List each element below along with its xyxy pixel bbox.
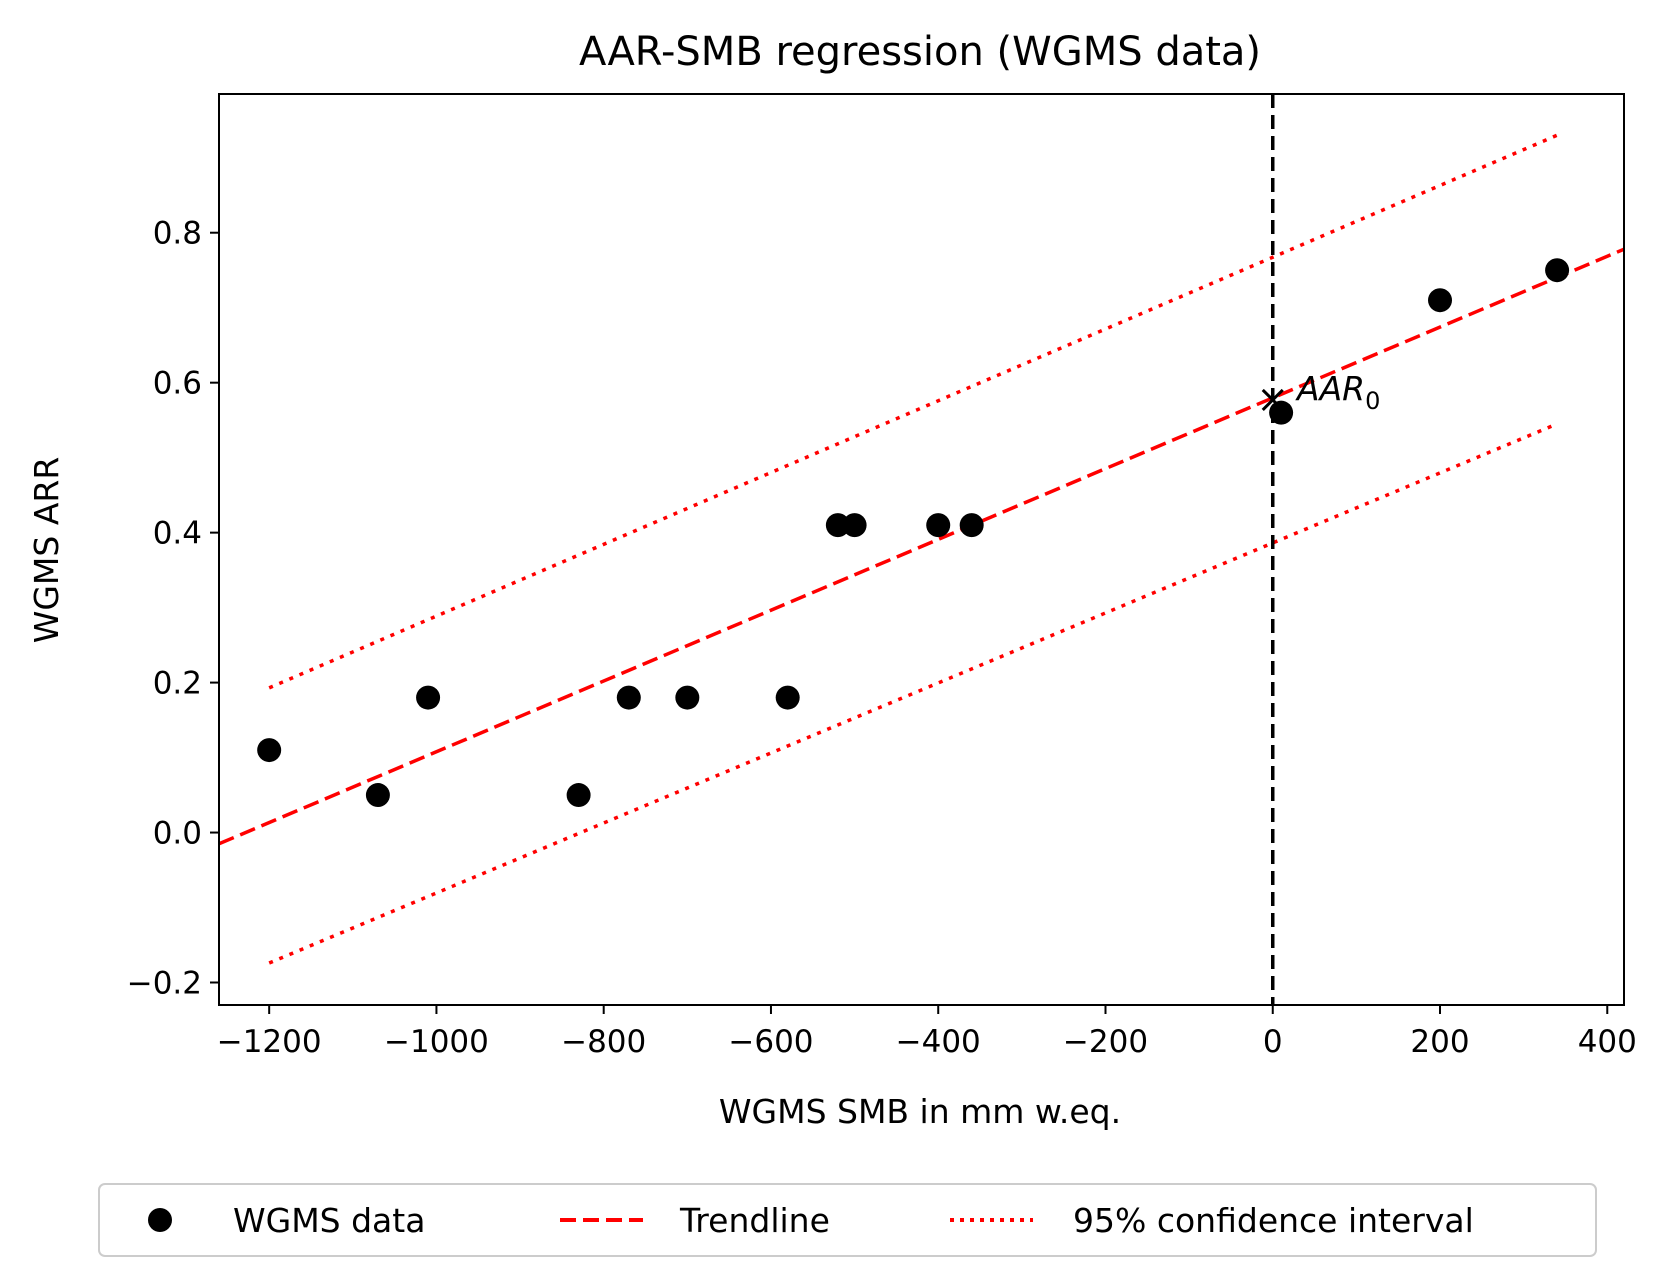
- legend: WGMS data Trendline 95% confidence inter…: [98, 1183, 1597, 1257]
- trendline: [219, 247, 1624, 846]
- x-axis: −1200 −1000 −800 −600 −400 −200 0 200 400: [217, 1005, 1637, 1060]
- x-tick-label: 0: [1263, 1024, 1283, 1060]
- data-point: [257, 738, 282, 763]
- x-axis-label: WGMS SMB in mm w.eq.: [719, 1092, 1121, 1131]
- aar0-marker: [1261, 388, 1284, 411]
- data-point: [616, 685, 641, 710]
- chart-title: AAR-SMB regression (WGMS data): [579, 29, 1261, 75]
- aar0-annotation-subscript: 0: [1365, 387, 1380, 415]
- y-tick-label: 0.4: [153, 516, 202, 552]
- confidence-line-upper: [268, 133, 1558, 690]
- data-point: [959, 513, 984, 538]
- data-point: [775, 685, 800, 710]
- legend-label-wgms-data: WGMS data: [233, 1201, 425, 1240]
- plot-area: [219, 94, 1624, 1005]
- x-tick-label: −800: [561, 1024, 646, 1060]
- legend-label-trendline: Trendline: [679, 1201, 830, 1240]
- data-point: [926, 513, 951, 538]
- y-tick-label: 0.2: [153, 666, 202, 702]
- legend-label-confidence: 95% confidence interval: [1073, 1201, 1474, 1240]
- data-point: [1269, 400, 1294, 425]
- y-tick-label: 0.6: [153, 366, 202, 402]
- data-point: [566, 783, 591, 808]
- x-tick-label: 200: [1410, 1024, 1469, 1060]
- data-point: [416, 685, 441, 710]
- x-tick-label: −600: [728, 1024, 813, 1060]
- y-axis: −0.2 0.0 0.2 0.4 0.6 0.8: [127, 216, 219, 1002]
- data-point: [675, 685, 700, 710]
- y-tick-label: 0.8: [153, 216, 202, 252]
- confidence-line-lower: [268, 422, 1558, 965]
- x-tick-label: −400: [896, 1024, 981, 1060]
- data-point: [1428, 288, 1453, 313]
- plot-frame: [218, 93, 1625, 1006]
- aar0-annotation-main: AAR: [1295, 369, 1365, 408]
- aar0-annotation: AAR0: [1295, 369, 1380, 415]
- y-axis-label: WGMS ARR: [27, 457, 66, 644]
- y-tick-label: 0.0: [153, 816, 202, 852]
- x-tick-label: 400: [1578, 1024, 1637, 1060]
- data-point: [365, 783, 390, 808]
- legend-marker-wgms-data: [148, 1208, 172, 1232]
- x-tick-label: −1200: [217, 1024, 322, 1060]
- data-point: [1545, 258, 1570, 283]
- y-tick-label: −0.2: [127, 966, 202, 1002]
- x-tick-label: −200: [1063, 1024, 1148, 1060]
- data-point: [825, 513, 850, 538]
- x-tick-label: −1000: [384, 1024, 489, 1060]
- data-point: [842, 513, 867, 538]
- legend-frame: [98, 1183, 1597, 1257]
